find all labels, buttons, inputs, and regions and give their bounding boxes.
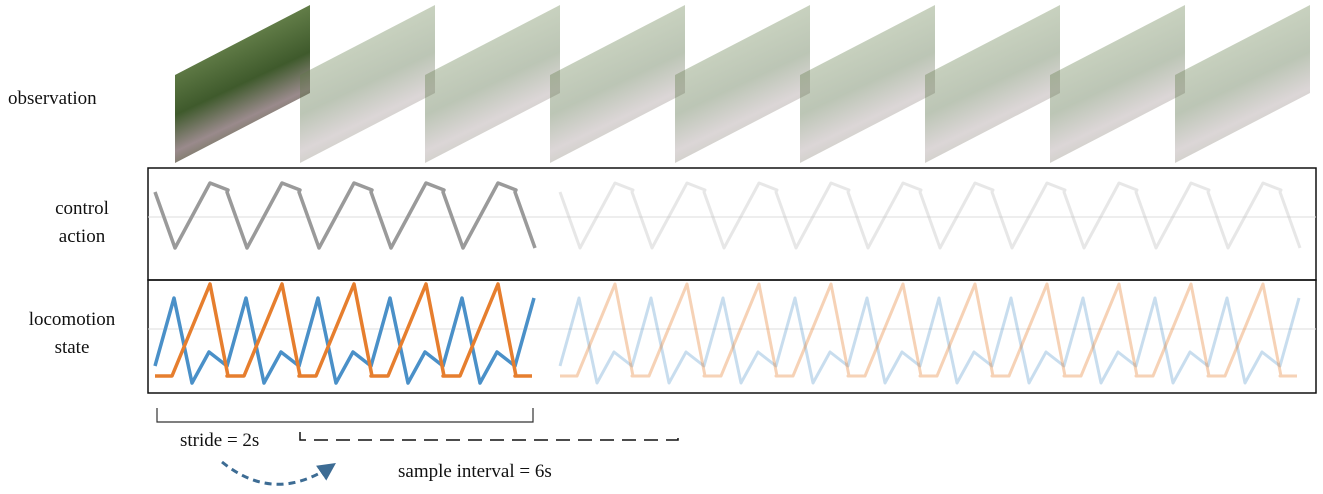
stride-arrow xyxy=(221,460,336,486)
stride-label: stride = 2s xyxy=(180,430,259,451)
observation-image xyxy=(800,5,935,163)
observation-image xyxy=(175,5,310,163)
observation-label: observation xyxy=(8,88,97,109)
control-label: control xyxy=(55,198,109,219)
observation-image xyxy=(300,5,435,163)
wave xyxy=(558,181,1302,250)
interval-bracket xyxy=(299,432,679,441)
observation-image xyxy=(1050,5,1185,163)
wave xyxy=(153,296,536,385)
state-label: state xyxy=(55,337,90,358)
observation-images xyxy=(175,5,1310,163)
observation-image xyxy=(925,5,1060,163)
waveforms xyxy=(153,181,1302,385)
wave xyxy=(153,181,537,250)
control-box xyxy=(147,167,1317,281)
locomotion-box xyxy=(147,279,1317,394)
wave xyxy=(560,282,1297,378)
stride-bracket xyxy=(156,408,534,423)
wave xyxy=(558,296,1301,385)
interval-label: sample interval = 6s xyxy=(398,461,552,482)
observation-image xyxy=(550,5,685,163)
observation-image xyxy=(1175,5,1310,163)
wave xyxy=(155,282,532,378)
locomotion-label: locomotion xyxy=(29,309,116,330)
observation-image xyxy=(425,5,560,163)
action-label: action xyxy=(59,226,106,247)
observation-image xyxy=(675,5,810,163)
